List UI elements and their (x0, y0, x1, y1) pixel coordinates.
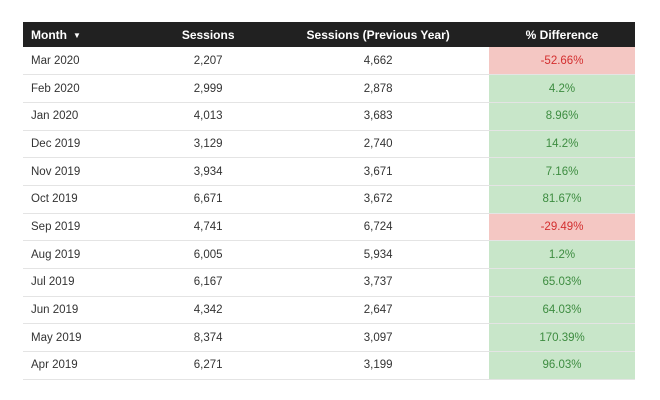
cell-sessions-previous-year: 3,737 (363, 276, 393, 289)
cell-month: Oct 2019 (31, 193, 78, 206)
cell-sessions-previous-year: 5,934 (363, 248, 393, 261)
cell-sessions: 4,342 (193, 304, 223, 317)
cell-percent-difference: 64.03% (489, 296, 635, 324)
cell-sessions: 2,207 (193, 54, 223, 67)
table-row: Sep 2019 4,741 6,724 -29.49% (23, 213, 635, 241)
cell-sessions: 4,013 (193, 110, 223, 123)
cell-sessions: 6,005 (193, 248, 223, 261)
cell-month: Feb 2020 (31, 82, 80, 95)
cell-sessions-previous-year: 4,662 (363, 54, 393, 67)
table-row: Jul 2019 6,167 3,737 65.03% (23, 268, 635, 297)
cell-sessions: 4,741 (193, 220, 223, 233)
column-header-sessions[interactable]: Sessions (181, 27, 235, 42)
cell-month: Jul 2019 (31, 276, 75, 289)
cell-percent-difference: 4.2% (489, 74, 635, 103)
cell-percent-difference: 96.03% (489, 351, 635, 380)
table-row: Jan 2020 4,013 3,683 8.96% (23, 102, 635, 131)
table-row: Jun 2019 4,342 2,647 64.03% (23, 296, 635, 324)
table-row: May 2019 8,374 3,097 170.39% (23, 323, 635, 352)
cell-sessions: 6,167 (193, 276, 223, 289)
cell-sessions-previous-year: 3,199 (363, 359, 393, 372)
cell-sessions: 3,934 (193, 165, 223, 178)
cell-sessions-previous-year: 2,740 (363, 137, 393, 150)
cell-sessions-previous-year: 2,878 (363, 82, 393, 95)
table-row: Apr 2019 6,271 3,199 96.03% (23, 351, 635, 380)
cell-sessions: 3,129 (193, 137, 223, 150)
sort-descending-icon[interactable]: ▼ (72, 30, 81, 40)
cell-percent-difference: 170.39% (489, 323, 635, 352)
cell-percent-difference: 7.16% (489, 157, 635, 186)
cell-percent-difference: -29.49% (489, 213, 635, 241)
cell-percent-difference: 8.96% (489, 102, 635, 131)
cell-sessions-previous-year: 3,671 (363, 165, 393, 178)
cell-month: Nov 2019 (31, 165, 81, 178)
cell-month: Jan 2020 (31, 110, 79, 123)
cell-month: Apr 2019 (31, 359, 78, 372)
cell-sessions-previous-year: 3,672 (363, 193, 393, 206)
cell-sessions: 6,671 (193, 193, 223, 206)
table-row: Oct 2019 6,671 3,672 81.67% (23, 185, 635, 214)
cell-sessions-previous-year: 2,647 (363, 304, 393, 317)
cell-month: Mar 2020 (31, 54, 80, 67)
table-header: Month ▼ Sessions Sessions (Previous Year)… (23, 22, 635, 47)
table-row: Mar 2020 2,207 4,662 -52.66% (23, 47, 635, 75)
cell-month: Dec 2019 (31, 137, 81, 150)
sessions-comparison-table: Month ▼ Sessions Sessions (Previous Year)… (23, 22, 635, 380)
cell-percent-difference: 81.67% (489, 185, 635, 214)
cell-sessions-previous-year: 3,683 (363, 110, 393, 123)
table-row: Nov 2019 3,934 3,671 7.16% (23, 157, 635, 186)
cell-percent-difference: 14.2% (489, 130, 635, 158)
table-row: Feb 2020 2,999 2,878 4.2% (23, 74, 635, 103)
cell-percent-difference: 1.2% (489, 240, 635, 269)
cell-month: Jun 2019 (31, 304, 79, 317)
table-body: Mar 2020 2,207 4,662 -52.66% Feb 2020 2,999 2,… (23, 47, 635, 380)
table-row: Dec 2019 3,129 2,740 14.2% (23, 130, 635, 158)
cell-month: Aug 2019 (31, 248, 81, 261)
cell-sessions: 8,374 (193, 331, 223, 344)
cell-sessions: 6,271 (193, 359, 223, 372)
column-header-sessions-previous-year[interactable]: Sessions (Previous Year) (306, 27, 450, 42)
column-header-percent-difference[interactable]: % Difference (525, 27, 599, 42)
column-header-month[interactable]: Month ▼ (23, 22, 149, 47)
cell-sessions-previous-year: 6,724 (363, 220, 393, 233)
header-row: Month ▼ Sessions Sessions (Previous Year)… (23, 22, 635, 47)
column-header-month-label: Month (31, 27, 67, 42)
cell-percent-difference: 65.03% (489, 268, 635, 297)
cell-sessions-previous-year: 3,097 (363, 331, 393, 344)
cell-month: May 2019 (31, 331, 82, 344)
cell-sessions: 2,999 (193, 82, 223, 95)
cell-month: Sep 2019 (31, 220, 81, 233)
table-row: Aug 2019 6,005 5,934 1.2% (23, 240, 635, 269)
cell-percent-difference: -52.66% (489, 47, 635, 75)
